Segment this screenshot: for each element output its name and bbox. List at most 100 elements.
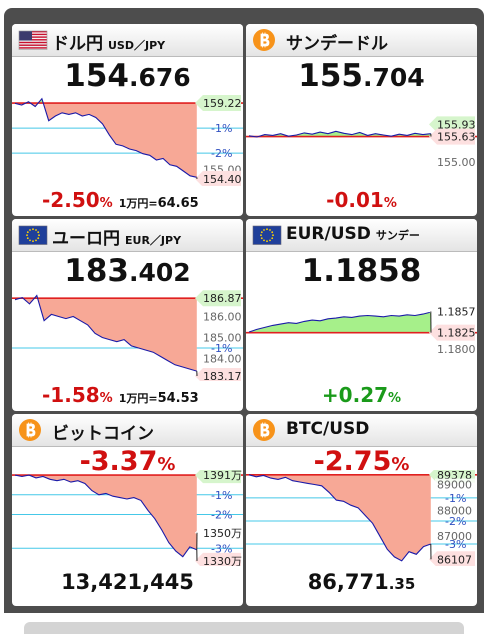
- flag-star: [35, 239, 37, 241]
- axis-label: 154.40: [203, 173, 242, 186]
- area-down: [15, 296, 197, 372]
- change-value: -1.58: [42, 383, 100, 407]
- title-text: EUR/USD: [286, 224, 371, 244]
- axis-label: 1.1857: [437, 305, 476, 318]
- panel-header: サンデードル: [246, 24, 477, 57]
- axis-label: -1%: [211, 489, 232, 502]
- flag-star: [29, 229, 31, 231]
- flag-star: [35, 229, 37, 231]
- panel-title: EUR/USD サンデー: [286, 224, 420, 244]
- flag-star: [263, 229, 265, 231]
- price-main: 1.1858: [302, 253, 422, 289]
- note-value: 54.53: [158, 391, 199, 406]
- panel-title: ビットコイン: [52, 419, 154, 444]
- flag-star: [37, 237, 39, 239]
- flag-star: [260, 234, 262, 236]
- panel-title: ユーロ円 EUR／JPY: [52, 224, 181, 249]
- flag-star: [32, 240, 34, 242]
- price-main: 155: [298, 58, 363, 94]
- flag-star: [37, 231, 39, 233]
- axis-label: 1.1800: [437, 343, 476, 356]
- price-decimal: .35: [389, 575, 416, 593]
- price-main: 154: [64, 58, 129, 94]
- icon: [18, 224, 48, 246]
- change: -0.01%: [246, 188, 477, 212]
- axis-label: -1%: [445, 492, 466, 505]
- axis-label: -1%: [211, 122, 232, 135]
- title-text: ビットコイン: [52, 424, 154, 444]
- axis-label: 1350万: [203, 527, 242, 540]
- axis-label: 186.00: [203, 311, 242, 324]
- flag-star: [266, 228, 268, 230]
- panel-header: ビットコイン: [12, 414, 243, 447]
- mini-chart: 1391万-1%-2%1350万-3%1330万: [12, 470, 243, 566]
- flag-star: [272, 234, 274, 236]
- panel: ドル円 USD／JPY 154.676 -2.50% 1万円=64.65 159.22 -1…: [12, 24, 243, 216]
- coin-symbol: [261, 33, 269, 48]
- area-down: [15, 475, 197, 557]
- axis-label: -2%: [211, 508, 232, 521]
- flag-star: [269, 229, 271, 231]
- flag-star: [261, 237, 263, 239]
- subtitle: EUR／JPY: [125, 234, 181, 247]
- price: 155.704: [246, 58, 477, 94]
- note: 1万円=64.65: [119, 188, 199, 212]
- price: 1.1858: [246, 253, 477, 289]
- change: +0.27%: [246, 383, 477, 407]
- axis-label: 1330万: [203, 555, 242, 566]
- panel-title: ドル円 USD／JPY: [52, 29, 165, 54]
- area-down: [15, 99, 197, 178]
- axis-label: 155.63: [437, 131, 476, 144]
- panel-header: EUR/USD サンデー: [246, 219, 477, 252]
- subtitle: サンデー: [376, 229, 420, 242]
- note-label: 1万円=: [119, 197, 158, 210]
- title-text: ドル円: [52, 34, 103, 54]
- axis-label: 1.1825: [437, 327, 476, 340]
- change-value: +0.27: [322, 383, 388, 407]
- title-text: BTC/USD: [286, 419, 369, 439]
- change-unit: %: [100, 196, 113, 211]
- flag-star: [38, 234, 40, 236]
- price: 13,421,445: [12, 570, 243, 594]
- axis-label: 186.87: [203, 292, 242, 305]
- axis-label: 183.17: [203, 370, 242, 381]
- area-down: [249, 475, 431, 561]
- price-main: 86,771: [308, 570, 389, 594]
- flag-star: [26, 234, 28, 236]
- panel: EUR/USD サンデー 1.1858 +0.27% 1.1857 1.1825 1.180…: [246, 219, 477, 411]
- title-text: ユーロ円: [52, 229, 120, 249]
- flag-star: [29, 239, 31, 241]
- price: 154.676: [12, 58, 243, 94]
- note-value: 64.65: [158, 196, 199, 211]
- change-unit: %: [384, 196, 397, 211]
- axis-label: -3%: [445, 538, 466, 551]
- flag-star: [27, 237, 29, 239]
- flag-canton: [19, 31, 32, 41]
- flag-stripe: [19, 45, 47, 46]
- change-value: -2.50: [42, 188, 100, 212]
- change-unit: %: [388, 391, 401, 406]
- price-decimal: .676: [129, 63, 191, 92]
- price-main: 13,421,445: [61, 570, 194, 594]
- flag-star: [271, 231, 273, 233]
- flag-stripe: [19, 42, 47, 43]
- subtitle: USD／JPY: [108, 39, 165, 52]
- price-decimal: .402: [129, 258, 191, 287]
- axis-label: 159.22: [203, 97, 242, 110]
- flag-star: [271, 237, 273, 239]
- change: -2.50% 1万円=64.65: [12, 188, 243, 212]
- axis-label: 155.00: [437, 156, 476, 169]
- flag-star: [266, 240, 268, 242]
- price: 86,771.35: [246, 570, 477, 594]
- panel-header: ユーロ円 EUR／JPY: [12, 219, 243, 252]
- flag-star: [27, 231, 29, 233]
- panel-title: BTC/USD: [286, 419, 369, 439]
- axis-label: 86107: [437, 553, 472, 566]
- coin-symbol: [261, 423, 269, 438]
